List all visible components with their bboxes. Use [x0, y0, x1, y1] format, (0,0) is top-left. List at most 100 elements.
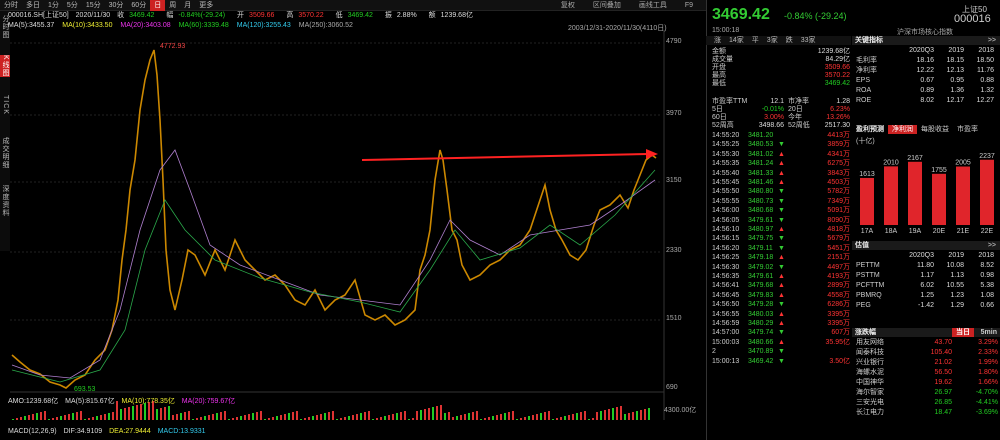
- ytd-label: 今年: [788, 114, 802, 121]
- tab-multiday[interactable]: 多日: [26, 1, 40, 9]
- vtab-tick[interactable]: TICK: [2, 95, 9, 115]
- mover-row[interactable]: 闻泰科技 105.40 2.33%: [856, 348, 998, 358]
- mover-change: 1.99%: [978, 359, 998, 366]
- tab-15min[interactable]: 15分: [85, 1, 101, 9]
- profit-bar-label: 2237: [979, 153, 995, 160]
- volume-bar: [468, 413, 470, 420]
- volume-bar: [20, 417, 22, 420]
- tab-60min[interactable]: 60分: [131, 1, 147, 9]
- y-tick-2330: 2330: [666, 247, 682, 254]
- mover-row[interactable]: 长江电力 18.47 -3.69%: [856, 408, 998, 418]
- volume-bar: [80, 411, 82, 420]
- tab-eps[interactable]: 每股收益: [921, 126, 949, 133]
- tick-time: 14:55:45: [712, 179, 740, 186]
- profit-category-label: 22E: [981, 228, 994, 235]
- tick-price: 3479.75: [748, 235, 774, 243]
- tab-5min[interactable]: 5分: [66, 1, 78, 9]
- val-row: PETTM 11.80 10.08 8.52: [856, 261, 998, 271]
- kline-chart[interactable]: [0, 30, 706, 420]
- tab-intraday[interactable]: 分时: [4, 1, 18, 9]
- mover-name: 闻泰科技: [856, 349, 884, 356]
- quote-row: 开盘 3509.66: [712, 64, 850, 72]
- volume-bar: [488, 417, 490, 420]
- valuation-more-button[interactable]: >>: [987, 242, 996, 249]
- volume-bar: [108, 413, 110, 420]
- macd-value: MACD:13.9331: [157, 428, 206, 435]
- vtab-kline[interactable]: K线图: [0, 55, 10, 77]
- tab-5min[interactable]: 5min: [980, 329, 997, 336]
- tab-30min[interactable]: 30分: [108, 1, 124, 9]
- volume-bar: [628, 413, 630, 420]
- tab-weekly[interactable]: 周: [169, 1, 177, 9]
- volume-bar: [304, 418, 306, 420]
- y-tick-690: 690: [666, 384, 678, 391]
- volume-bar: [220, 412, 222, 420]
- volume-bar: [552, 419, 554, 420]
- volume-bar: [184, 412, 186, 420]
- val-val-1: 1.23: [950, 292, 964, 299]
- mover-row[interactable]: 海螺水泥 56.50 1.80%: [856, 368, 998, 378]
- tick-row: 14:56:10 3480.97 ▲ 4818万: [712, 225, 850, 234]
- d5-label: 5日: [712, 106, 723, 113]
- fin-val-0: 8.02: [920, 97, 934, 104]
- quote-row-value: 3509.66: [824, 64, 850, 71]
- adjust-button[interactable]: 复权: [560, 2, 575, 9]
- volume-bar: [372, 419, 374, 420]
- mover-row[interactable]: 兴业银行 21.02 1.99%: [856, 358, 998, 368]
- tick-price: 3479.68: [748, 282, 774, 290]
- fin-val-1: 1.36: [950, 87, 964, 94]
- y-tick-1510: 1510: [666, 315, 682, 322]
- vtab-trade-detail[interactable]: 成交明细: [2, 137, 9, 169]
- vtab-intraday[interactable]: 分时图: [2, 15, 9, 39]
- macd-dea: DEA:27.9444: [109, 428, 151, 435]
- amp-value: 2.88%: [396, 12, 417, 19]
- tick-row: 14:56:25 3479.18 ▲ 2151万: [712, 253, 850, 262]
- volume-bar: [568, 415, 570, 420]
- quote-row-value: 3469.42: [824, 80, 850, 87]
- tab-today[interactable]: 当日: [952, 328, 974, 337]
- ma60-label: MA(60):3339.48: [178, 22, 229, 29]
- vtab-depth-info[interactable]: 深度资料: [2, 185, 9, 217]
- mover-change: 1.80%: [978, 369, 998, 376]
- tick-arrow-icon: ▲: [778, 310, 785, 318]
- mover-row[interactable]: 三安光电 26.85 -4.41%: [856, 398, 998, 408]
- volume-bar: [164, 407, 166, 420]
- f9-button[interactable]: F9: [684, 2, 693, 9]
- volume-bar: [412, 418, 414, 420]
- tick-arrow-icon: ▲: [778, 150, 785, 158]
- fin-col-2019: 2019: [948, 47, 964, 54]
- profit-bar: [980, 159, 994, 225]
- mover-row[interactable]: 用友网络 43.70 3.29%: [856, 338, 998, 348]
- mover-row[interactable]: 中国神华 19.62 1.66%: [856, 378, 998, 388]
- tick-arrow-icon: ▼: [778, 235, 785, 243]
- tick-volume: 5451万: [827, 244, 850, 252]
- tick-row: 14:56:30 3479.02 ▼ 4497万: [712, 263, 850, 272]
- tick-row: 14:55:40 3481.33 ▲ 3843万: [712, 169, 850, 178]
- volume-bar: [308, 417, 310, 420]
- tab-more[interactable]: 更多: [199, 1, 214, 9]
- tick-arrow-icon: ▼: [778, 216, 785, 224]
- tab-monthly[interactable]: 月: [184, 1, 192, 9]
- volume-bar: [368, 411, 370, 420]
- tab-pe[interactable]: 市盈率: [957, 126, 978, 133]
- key-indicators-more-button[interactable]: >>: [987, 37, 996, 44]
- volume-bar: [144, 403, 146, 420]
- mover-row[interactable]: 海尔智家 26.97 -4.70%: [856, 388, 998, 398]
- tab-net-profit[interactable]: 净利润: [888, 125, 917, 134]
- overlay-button[interactable]: 区间叠加: [592, 2, 621, 9]
- fin-val-0: 0.89: [920, 87, 934, 94]
- tab-1min[interactable]: 1分: [48, 1, 59, 9]
- tick-time: 14:56:30: [712, 263, 740, 271]
- tick-price: 3479.18: [748, 254, 774, 262]
- tick-volume: 2151万: [827, 254, 850, 262]
- val-val-2: 1.08: [980, 292, 994, 299]
- quote-row-label: 开盘: [712, 64, 726, 71]
- volume-bar: [384, 416, 386, 420]
- draw-tools-button[interactable]: 画线工具: [638, 2, 667, 9]
- amo-tick: 4300.00亿: [664, 407, 697, 414]
- tick-time: 14:56:10: [712, 226, 740, 233]
- tab-daily[interactable]: 日: [150, 0, 166, 11]
- volume-bar: [560, 417, 562, 420]
- change-value: -0.84%(-29.24): [178, 12, 226, 19]
- tick-time: 14:55:20: [712, 132, 740, 139]
